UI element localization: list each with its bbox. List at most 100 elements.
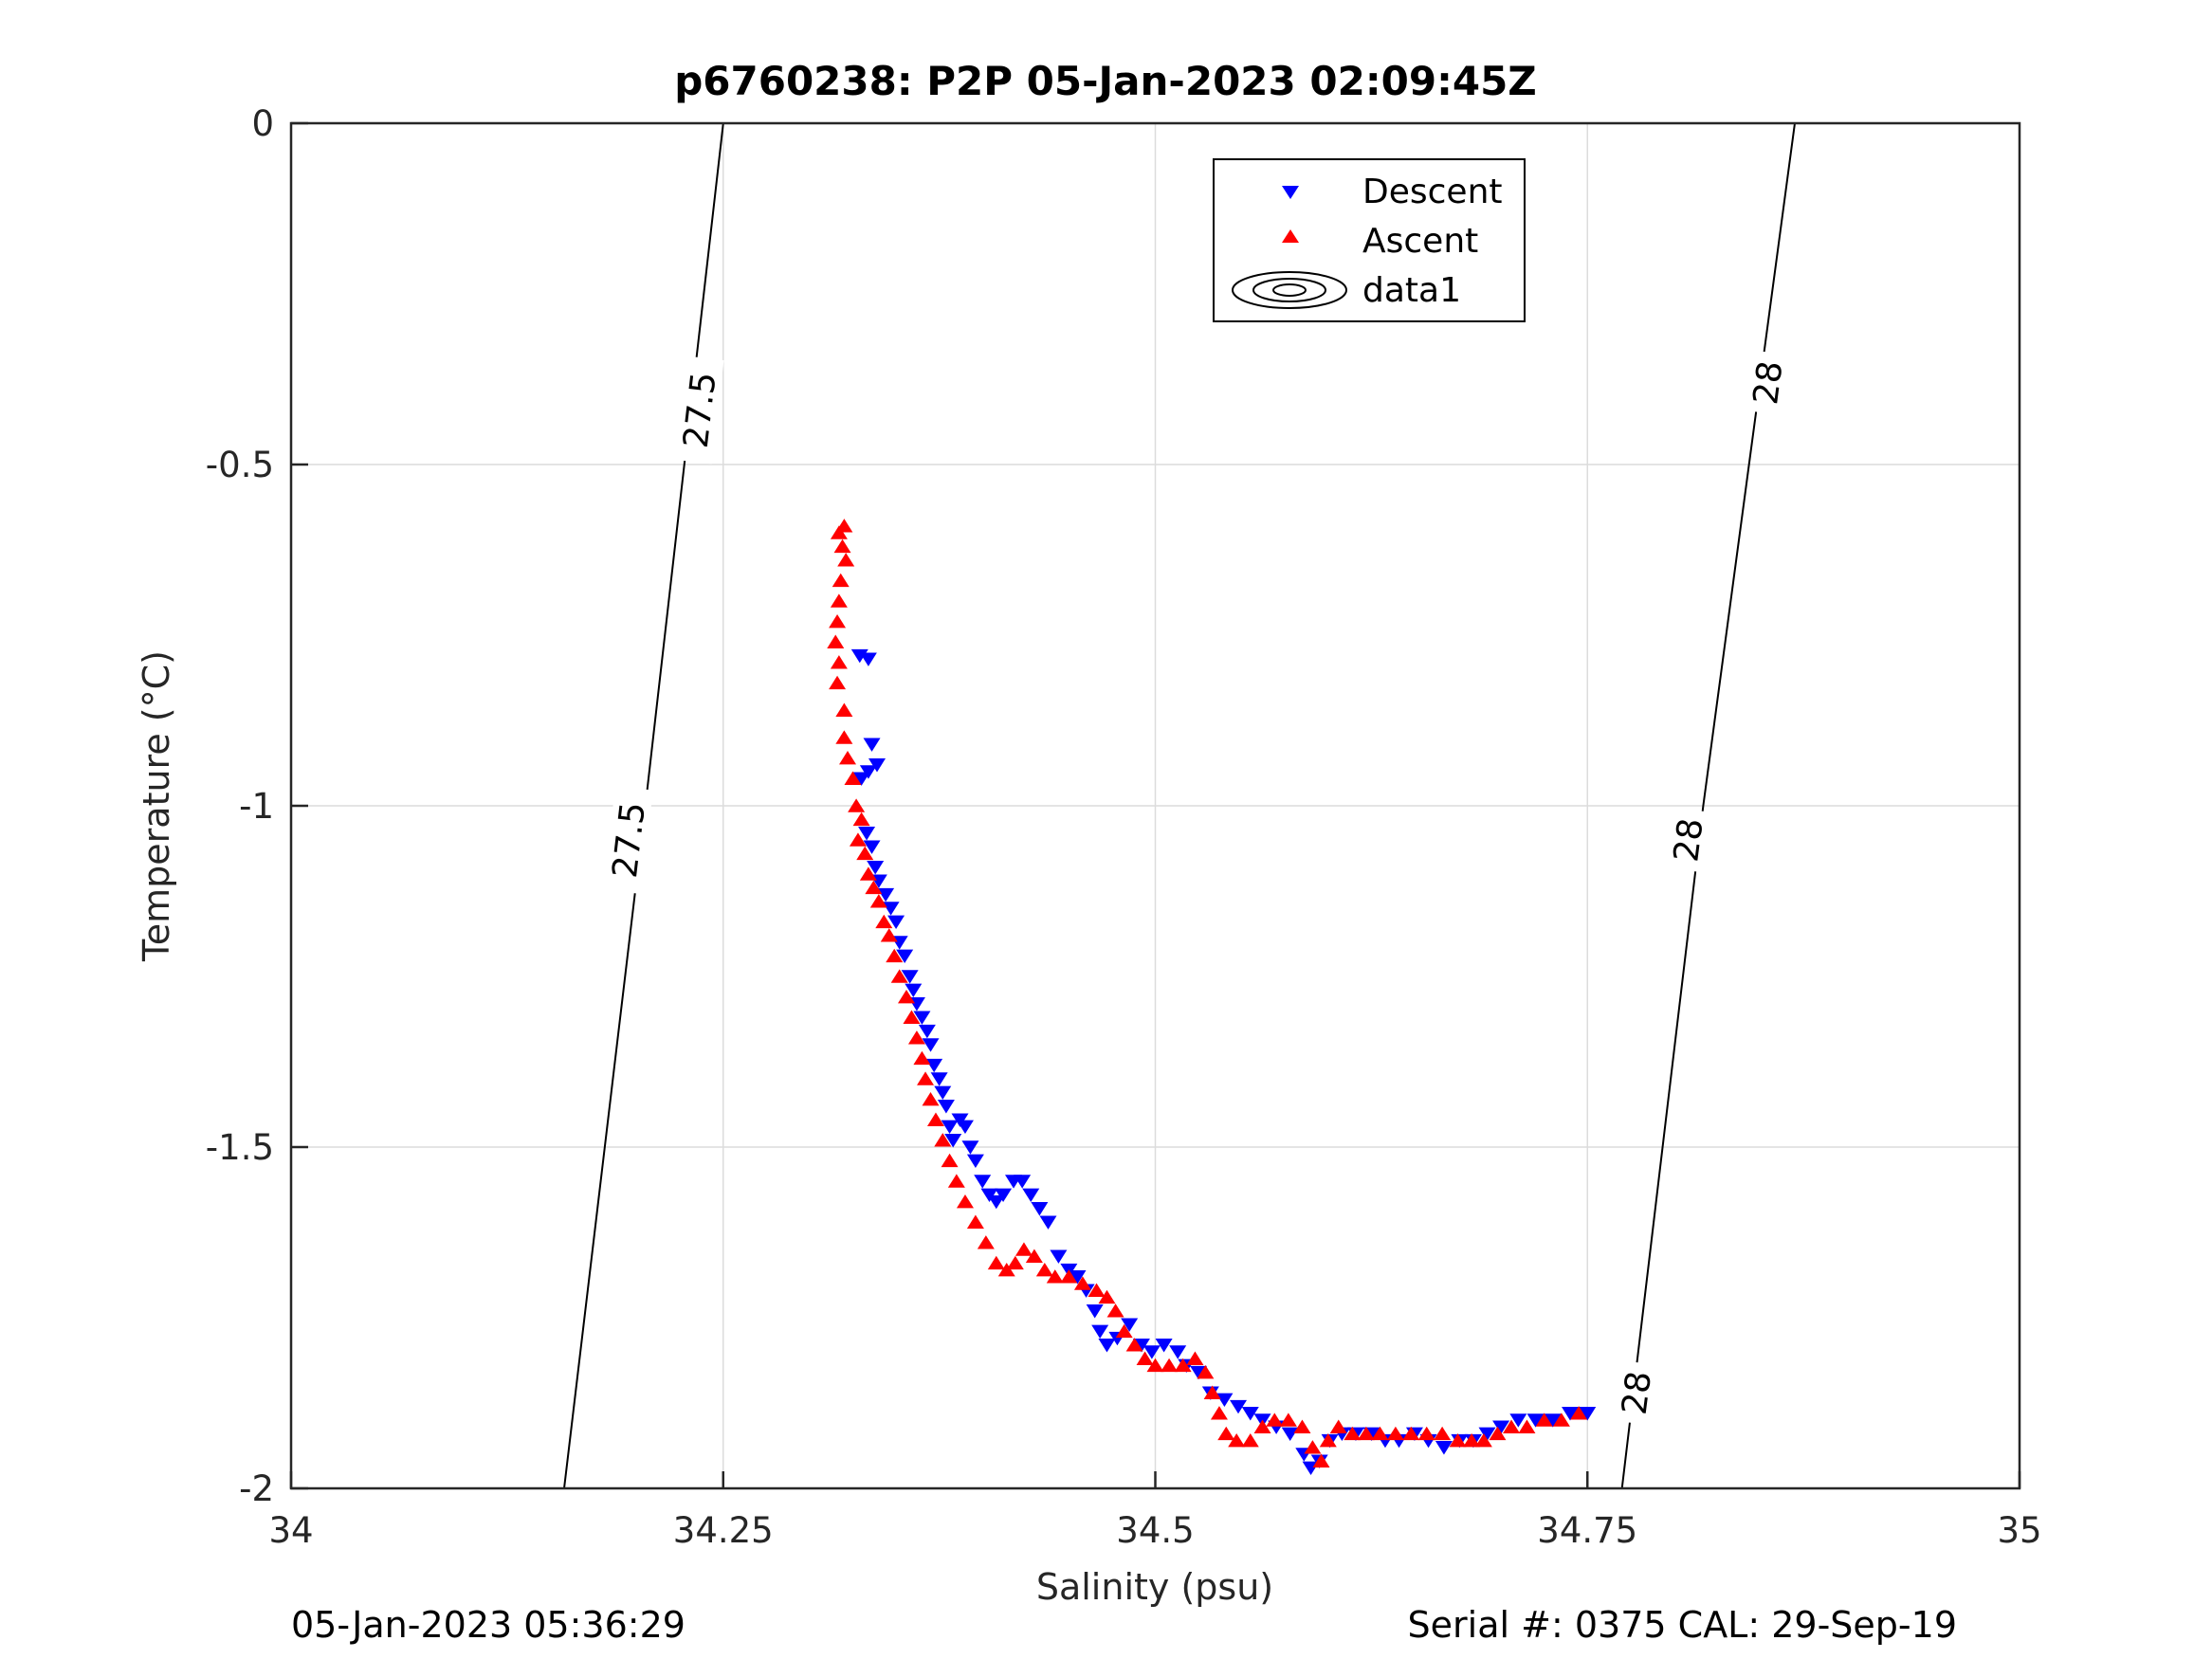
y-tick-label: -0.5 xyxy=(206,445,274,485)
ascent-point xyxy=(827,634,845,648)
descent-point xyxy=(1509,1413,1527,1428)
descent-point xyxy=(882,902,900,916)
ascent-point xyxy=(1197,1364,1215,1379)
ascent-point xyxy=(1136,1351,1154,1365)
contour-label-bg xyxy=(1665,807,1710,873)
y-axis-label: Temperature (°C) xyxy=(136,650,177,962)
ascent-point xyxy=(856,846,874,861)
ascent-point xyxy=(1449,1432,1467,1448)
descent-point xyxy=(1014,1175,1032,1189)
descent-point xyxy=(944,1134,962,1148)
descent-point xyxy=(1579,1407,1597,1421)
x-axis-ticks: 34 34.25 34.5 34.75 35 xyxy=(268,1471,2042,1551)
ascent-point xyxy=(947,1174,965,1188)
ascent-point xyxy=(1025,1249,1043,1263)
ascent-point xyxy=(934,1133,952,1147)
density-contours: 27.5 27.5 28 28 28 xyxy=(563,122,1796,1489)
ascent-point xyxy=(865,880,883,895)
legend-ascent-label: Ascent xyxy=(1362,222,1478,261)
ascent-point xyxy=(1386,1426,1404,1441)
ascent-point xyxy=(886,948,904,963)
ascent-point xyxy=(833,538,851,554)
descent-point xyxy=(1230,1399,1248,1414)
descent-point xyxy=(858,827,876,841)
ascent-point xyxy=(1304,1440,1322,1454)
descent-point xyxy=(1562,1407,1580,1421)
ascent-point xyxy=(917,1071,935,1085)
ascent-point xyxy=(835,730,853,744)
ascent-point xyxy=(1570,1406,1588,1420)
ascent-point xyxy=(1293,1419,1311,1433)
ascent-point xyxy=(1098,1289,1116,1304)
descent-point xyxy=(1091,1324,1109,1340)
ascent-point xyxy=(922,1091,940,1106)
ascent-point xyxy=(1106,1304,1124,1318)
y-tick-label: 0 xyxy=(251,103,274,144)
ascent-point xyxy=(1371,1426,1389,1441)
ascent-point xyxy=(1503,1419,1521,1433)
ascent-point xyxy=(869,894,887,908)
descent-point xyxy=(1155,1339,1173,1353)
descent-point xyxy=(1050,1249,1068,1264)
descent-point xyxy=(974,1175,992,1189)
y-tick-label: -2 xyxy=(239,1468,274,1509)
contour-label: 28 xyxy=(1667,816,1710,865)
descent-point xyxy=(922,1038,940,1052)
descent-point xyxy=(1039,1215,1057,1230)
ascent-point xyxy=(1241,1432,1259,1448)
ascent-point xyxy=(1161,1358,1179,1373)
ascent-series xyxy=(827,519,1588,1468)
descent-point xyxy=(901,970,919,984)
y-tick-label: -1.5 xyxy=(206,1127,274,1168)
grid-lines xyxy=(291,123,2020,1488)
ascent-point xyxy=(1266,1413,1284,1427)
ascent-point xyxy=(1552,1413,1570,1427)
ascent-point xyxy=(977,1235,995,1249)
contour-label-bg xyxy=(1744,350,1790,415)
contour-label: 27.5 xyxy=(677,370,724,449)
ascent-point xyxy=(830,655,848,669)
descent-point xyxy=(1544,1413,1562,1428)
ascent-point xyxy=(1125,1338,1143,1352)
descent-point xyxy=(850,648,868,664)
contour-label: 28 xyxy=(1746,358,1790,407)
ascent-point xyxy=(1217,1426,1235,1441)
ascent-point xyxy=(913,1050,931,1066)
ascent-point xyxy=(1344,1426,1362,1441)
contour-label: 27.5 xyxy=(606,800,653,880)
legend-descent-marker xyxy=(1282,186,1299,199)
contour-label-group: 28 xyxy=(1613,1359,1659,1426)
descent-point xyxy=(859,652,877,666)
ascent-point xyxy=(839,750,857,765)
ascent-point xyxy=(1474,1432,1492,1448)
x-tick-label: 35 xyxy=(1997,1510,2041,1551)
descent-point xyxy=(956,1120,974,1135)
descent-point xyxy=(925,1058,943,1073)
descent-point xyxy=(966,1154,984,1169)
descent-point xyxy=(877,887,895,902)
ascent-point xyxy=(987,1255,1005,1270)
descent-point xyxy=(1031,1202,1049,1216)
ascent-point xyxy=(966,1214,984,1229)
descent-point xyxy=(951,1113,969,1127)
ascent-point xyxy=(1253,1419,1271,1433)
ascent-point xyxy=(859,866,877,881)
ascent-point xyxy=(1402,1426,1420,1441)
contour-label-bg xyxy=(603,786,653,894)
descent-point xyxy=(868,758,886,773)
descent-point xyxy=(1478,1427,1496,1442)
ascent-point xyxy=(852,811,870,827)
ascent-point xyxy=(1535,1413,1553,1427)
ascent-point xyxy=(1279,1413,1297,1427)
x-axis-label: Salinity (psu) xyxy=(1036,1566,1273,1608)
descent-point xyxy=(1098,1339,1116,1353)
descent-point xyxy=(905,983,923,998)
descent-point xyxy=(1241,1407,1259,1421)
ascent-point xyxy=(890,969,908,983)
ascent-point xyxy=(1319,1432,1337,1448)
x-tick-label: 34.75 xyxy=(1537,1510,1637,1551)
ascent-point xyxy=(1417,1426,1435,1441)
contour-label-bg xyxy=(1613,1359,1659,1426)
ascent-point xyxy=(1434,1426,1452,1441)
ascent-point xyxy=(830,525,848,539)
